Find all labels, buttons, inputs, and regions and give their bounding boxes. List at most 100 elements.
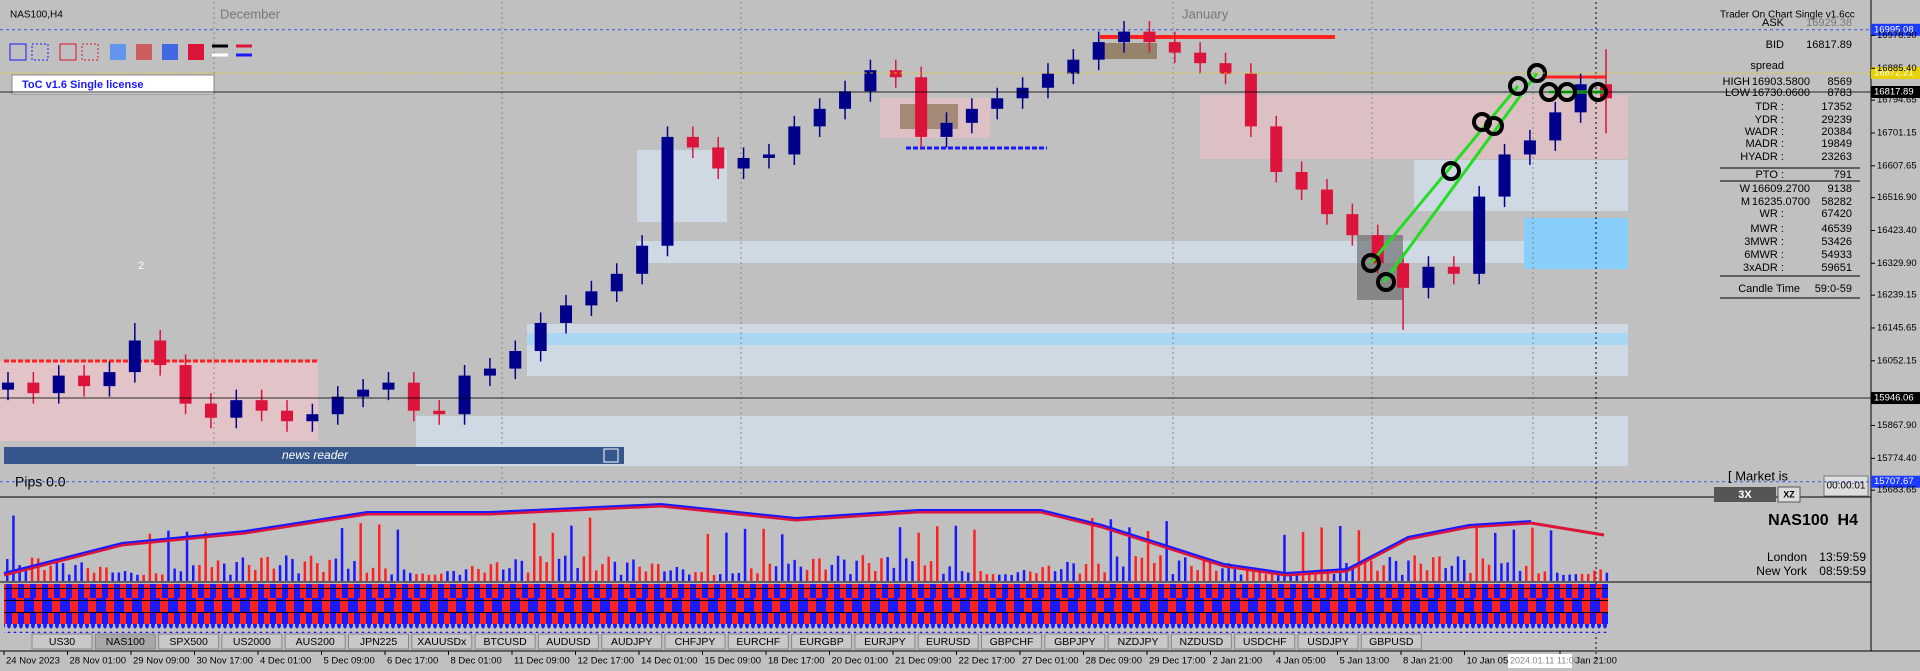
symbol-tab[interactable] (284, 633, 346, 650)
button[interactable] (1714, 487, 1776, 502)
histogram-bar (192, 565, 195, 581)
histogram-bar (1320, 527, 1323, 581)
histogram-bar (1574, 574, 1578, 581)
histogram-bar (1444, 568, 1447, 581)
histogram-bar (1022, 569, 1026, 581)
histogram-bar (1016, 572, 1020, 581)
info-value: 58282 (1821, 196, 1852, 208)
histogram-bar (216, 560, 220, 581)
pivot (1441, 161, 1461, 181)
histogram-bar (855, 560, 858, 581)
histogram-bar (272, 568, 276, 581)
symbol-tab[interactable] (1170, 633, 1232, 650)
histogram-bar (1425, 570, 1429, 581)
symbol-tab[interactable] (1297, 633, 1359, 650)
x-tick-label: 4 Jan 05:00 (1276, 656, 1326, 667)
symbol-tab[interactable] (348, 633, 409, 650)
histogram-bar (303, 561, 307, 581)
histogram-bar (130, 572, 133, 581)
swatch[interactable] (110, 44, 126, 60)
symbol-tab[interactable] (727, 633, 789, 650)
info-label: HIGH (1723, 76, 1751, 88)
swatch[interactable] (31, 43, 49, 61)
histogram-bar (1128, 527, 1131, 581)
swatch[interactable] (162, 44, 178, 60)
button[interactable] (1777, 486, 1801, 503)
symbol-tab[interactable] (1234, 633, 1296, 650)
swatch[interactable] (59, 43, 77, 61)
histogram-bar (396, 529, 400, 581)
candle-body (965, 108, 978, 123)
symbol-tab[interactable] (981, 633, 1042, 650)
news-bar[interactable] (4, 447, 624, 464)
tool-title: Trader On Chart Single v1.6cc (1720, 10, 1855, 21)
price-tag-label: 15946.06 (1874, 393, 1914, 404)
histogram-bar (148, 533, 152, 581)
candle-body (1422, 266, 1435, 288)
symbol-tab[interactable] (917, 633, 979, 650)
swatch[interactable] (9, 43, 27, 61)
indicator-histogram (6, 515, 1609, 581)
symbol-tab[interactable] (664, 633, 726, 650)
candle-body (1523, 140, 1536, 155)
histogram-bar (309, 555, 313, 581)
symbol-tab[interactable] (1044, 633, 1106, 650)
histogram-bar (1270, 572, 1274, 581)
candle-body (712, 147, 725, 169)
symbol-tab[interactable] (411, 633, 473, 650)
symbol-tab[interactable] (94, 633, 156, 650)
symbol-tab[interactable] (31, 633, 93, 650)
symbol-tab[interactable] (221, 633, 283, 650)
info-label: ASK (1762, 17, 1785, 29)
histogram-bar (371, 567, 375, 581)
histogram-bar (824, 569, 827, 581)
histogram-bar (1115, 556, 1119, 581)
histogram-bar (892, 567, 896, 581)
swatch[interactable] (81, 43, 99, 61)
symbol-tab[interactable] (791, 633, 853, 650)
symbol-tab[interactable] (158, 633, 220, 650)
histogram-bar (626, 562, 629, 581)
symbol-tab[interactable] (537, 633, 599, 650)
zone (1524, 218, 1628, 269)
symbol-tab-label: AUDUSD (546, 636, 591, 648)
swatch[interactable] (188, 44, 204, 60)
candle-body (1447, 266, 1460, 274)
histogram-bar (353, 560, 356, 581)
close-button[interactable] (603, 448, 619, 463)
histogram-bar (502, 569, 505, 581)
price-tag-label: 16872.21 (1874, 67, 1914, 78)
histogram-bar (49, 565, 52, 581)
histogram-bar (37, 558, 40, 581)
histogram-bar (1432, 557, 1435, 581)
info-value: 791 (1834, 169, 1852, 181)
symbol-tab[interactable] (1360, 633, 1422, 650)
histogram-bar (1252, 567, 1255, 581)
histogram-bar (1475, 523, 1478, 581)
info-value: 23263 (1821, 151, 1852, 163)
license-box[interactable] (11, 74, 215, 95)
symbol-tab[interactable] (474, 633, 536, 650)
symbol-tab[interactable] (601, 633, 663, 650)
histogram-bar (185, 531, 189, 581)
histogram-bar (533, 523, 536, 581)
x-tick-label: 5 Dec 09:00 (324, 656, 375, 667)
y-tick-label: 16423.40 (1877, 225, 1917, 236)
zone (527, 333, 1628, 345)
histogram-bar (595, 570, 598, 581)
symbol-tab[interactable] (1107, 633, 1169, 650)
news-title: news reader (282, 448, 349, 462)
info-label: 3MWR : (1744, 236, 1784, 248)
swatch[interactable] (136, 44, 152, 60)
histogram-bar (390, 574, 393, 581)
histogram-bar (514, 559, 517, 581)
histogram-bar (254, 570, 257, 581)
histogram-bar (1512, 529, 1516, 581)
histogram-bar (688, 574, 691, 581)
histogram-bar (247, 564, 251, 581)
info-value: 16730.0600 (1752, 87, 1810, 99)
histogram-bar (1146, 531, 1150, 581)
price-tag-label: 16817.89 (1874, 87, 1914, 98)
symbol-tab[interactable] (854, 633, 916, 650)
